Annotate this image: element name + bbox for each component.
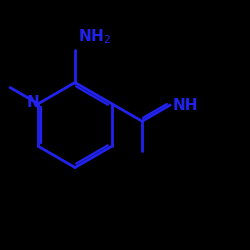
Text: NH$_2$: NH$_2$ bbox=[78, 28, 110, 46]
Text: NH: NH bbox=[173, 98, 198, 112]
Text: N: N bbox=[26, 95, 39, 110]
